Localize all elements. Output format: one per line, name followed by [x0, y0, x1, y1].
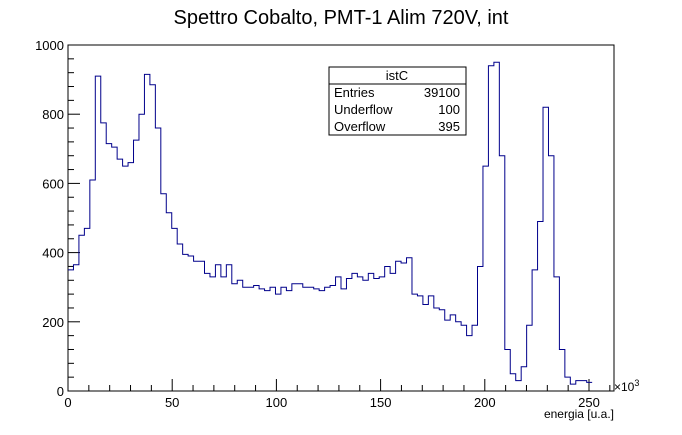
- y-tick-label: 0: [57, 384, 64, 399]
- stats-box: istC Entries 39100 Underflow 100 Overflo…: [328, 66, 467, 136]
- y-tick-label: 200: [42, 315, 64, 330]
- stats-overflow-label: Overflow: [334, 119, 386, 134]
- x-tick-label: 100: [266, 395, 288, 410]
- y-tick-label: 800: [42, 107, 64, 122]
- stats-underflow-label: Underflow: [334, 102, 393, 117]
- histogram-series-line: [68, 61, 593, 385]
- x-axis-multiplier-exponent: 3: [634, 378, 639, 388]
- stats-box-title: istC: [386, 68, 408, 83]
- y-tick-label: 1000: [35, 38, 64, 53]
- x-axis-label: energia [u.a.]: [544, 407, 614, 421]
- stats-box-frame: [328, 66, 467, 136]
- x-tick-label: 50: [165, 395, 179, 410]
- y-axis: 0 200 400 600 800 1000: [35, 38, 80, 399]
- y-tick-label: 400: [42, 246, 64, 261]
- x-tick-label: 200: [474, 395, 496, 410]
- x-axis-multiplier: ×103: [614, 378, 639, 394]
- stats-underflow-value: 100: [438, 102, 460, 117]
- stats-overflow-value: 395: [438, 119, 460, 134]
- plot-frame: [67, 44, 615, 392]
- x-axis: 0 50 100 150 200 250: [64, 379, 611, 410]
- y-tick-label: 600: [42, 176, 64, 191]
- x-tick-label: 0: [64, 395, 71, 410]
- x-axis-multiplier-base: ×10: [614, 380, 635, 394]
- chart-title: Spettro Cobalto, PMT-1 Alim 720V, int: [174, 7, 509, 29]
- stats-entries-label: Entries: [334, 85, 375, 100]
- x-tick-label: 150: [370, 395, 392, 410]
- stats-entries-value: 39100: [424, 85, 460, 100]
- x-tick-label: 250: [578, 395, 600, 410]
